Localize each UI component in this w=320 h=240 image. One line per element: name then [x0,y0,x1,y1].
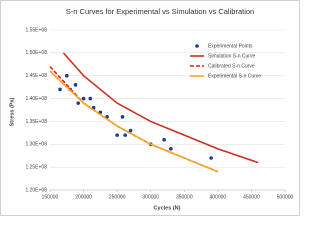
x-tick-label: 300000 [142,194,159,200]
legend-label: Calibrated S-n Curve [208,63,255,69]
x-tick-label: 250000 [109,194,126,200]
x-axis-title: Cycles (N) [154,205,181,211]
y-tick-label: 1.35E+08 [25,119,47,125]
chart: S-n Curves for Experimental vs Simulatio… [0,0,300,216]
data-point [81,96,86,101]
y-axis-title: Stress (Pa) [9,97,15,126]
x-tick-label: 200000 [75,194,92,200]
x-tick-label: 400000 [210,194,227,200]
legend-label: Simulation S-n Curve [208,53,255,59]
data-point [120,115,125,119]
data-point [128,128,133,133]
legend-label: Experimental S-n Curve [208,73,261,79]
y-tick-label: 1.30E+08 [25,142,47,148]
data-point [76,101,80,105]
x-tick-label: 150000 [42,194,59,200]
data-point [64,73,69,78]
data-point [209,156,213,160]
y-tick-label: 1.40E+08 [25,96,47,102]
series-line [62,52,259,164]
data-point [115,133,119,137]
x-tick-label: 450000 [243,194,260,200]
data-point [123,133,127,137]
legend-marker [195,44,199,48]
y-tick-label: 1.20E+08 [25,187,47,193]
series-line [49,70,219,173]
data-point [169,147,173,151]
data-point [88,96,93,101]
data-point [162,137,166,142]
y-tick-label: 1.50E+08 [25,50,47,56]
y-tick-label: 1.55E+08 [25,27,47,33]
x-tick-label: 500000 [277,194,294,200]
data-point [73,83,78,87]
chart-title: S-n Curves for Experimental vs Simulatio… [66,7,254,16]
chart-frame [0,0,300,216]
x-tick-label: 350000 [176,194,193,200]
legend-label: Experimental Points [208,43,253,49]
data-point [58,87,62,92]
y-tick-label: 1.25E+08 [25,164,47,170]
y-tick-label: 1.45E+08 [25,73,47,79]
